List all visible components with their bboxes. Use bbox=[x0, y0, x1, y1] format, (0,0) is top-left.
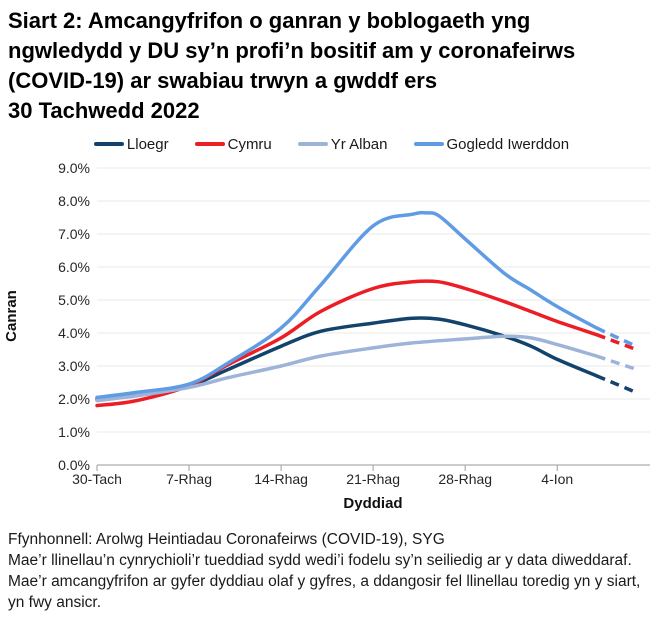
gridlines bbox=[97, 167, 650, 433]
legend-swatch-lloegr bbox=[93, 142, 124, 146]
chart-title-line-4: 30 Tachwedd 2022 bbox=[8, 98, 200, 123]
legend-swatch-yr-alban bbox=[297, 142, 328, 146]
legend-label-lloegr: Lloegr bbox=[126, 135, 169, 153]
x-tick-label-28-rhag: 28-Rhag bbox=[438, 471, 492, 487]
y-tick-label-1: 1.0% bbox=[58, 424, 90, 440]
axes bbox=[96, 464, 650, 471]
x-tick-label-14-rhag: 14-Rhag bbox=[254, 471, 308, 487]
series-line-gogledd-iwerddon bbox=[95, 210, 599, 400]
chart-title-line-1: Siart 2: Amcangyfrifon o ganran y boblog… bbox=[8, 8, 531, 33]
y-tick-label-8: 8.0% bbox=[58, 193, 90, 209]
y-tick-label-5: 5.0% bbox=[58, 292, 90, 308]
legend-item-gogledd-iwerddon: Gogledd Iwerddon bbox=[413, 135, 570, 153]
legend-label-cymru: Cymru bbox=[227, 135, 272, 153]
legend-swatch-gogledd-iwerddon bbox=[413, 142, 444, 146]
footer-notes: Ffynhonnell: Arolwg Heintiadau Coronafei… bbox=[0, 529, 663, 613]
legend-swatch-cymru bbox=[194, 142, 225, 146]
x-tick-label-30-tach: 30-Tach bbox=[72, 471, 122, 487]
modelled-trend-note: Mae’r llinellau’n cynrychioli’r tueddiad… bbox=[8, 552, 632, 569]
series-line-dashed-gogledd-iwerddon bbox=[595, 326, 637, 348]
legend-label-gogledd-iwerddon: Gogledd Iwerddon bbox=[446, 135, 570, 153]
y-tick-label-2: 2.0% bbox=[58, 391, 90, 407]
dashed-lines-note: Mae’r amcangyfrifon ar gyfer dyddiau ola… bbox=[8, 573, 641, 611]
axis-labels: 0.0% 1.0% 2.0% 3.0% 4.0% 5.0% 6.0% 7.0% 8.0% 9.0%… bbox=[58, 160, 573, 487]
y-tick-label-3: 3.0% bbox=[58, 358, 90, 374]
legend-label-yr-alban: Yr Alban bbox=[330, 135, 388, 153]
y-tick-label-9: 9.0% bbox=[58, 160, 90, 176]
series-line-dashed-cymru bbox=[596, 333, 637, 352]
y-axis-title: Canran bbox=[3, 290, 20, 342]
legend-item-yr-alban: Yr Alban bbox=[297, 135, 388, 153]
legend: Lloegr Cymru Yr Alban Gogledd Iwerddon bbox=[0, 132, 663, 156]
y-tick-label-4: 4.0% bbox=[58, 325, 90, 341]
series-line-dashed-lloegr bbox=[596, 374, 637, 395]
y-tick-label-6: 6.0% bbox=[58, 259, 90, 275]
legend-item-lloegr: Lloegr bbox=[93, 135, 169, 153]
series-lines bbox=[95, 210, 637, 408]
series-line-dashed-yr-alban bbox=[596, 354, 637, 371]
x-tick-label-4-ion: 4-Ion bbox=[541, 471, 573, 487]
line-chart: 0.0% 1.0% 2.0% 3.0% 4.0% 5.0% 6.0% 7.0% 8.0% 9.0%… bbox=[3, 160, 650, 512]
y-tick-label-0: 0.0% bbox=[58, 457, 90, 473]
x-axis-title: Dyddiad bbox=[343, 495, 402, 512]
chart-title-line-3: (COVID-19) ar swabiau trwyn a gwddf ers bbox=[8, 68, 438, 93]
series-line-yr-alban bbox=[95, 334, 599, 403]
chart-title-line-2: ngwledydd y DU sy’n profi’n bositif am y… bbox=[8, 38, 576, 63]
x-tick-label-7-rhag: 7-Rhag bbox=[166, 471, 212, 487]
source-note: Ffynhonnell: Arolwg Heintiadau Coronafei… bbox=[8, 531, 445, 548]
legend-item-cymru: Cymru bbox=[194, 135, 272, 153]
y-tick-label-7: 7.0% bbox=[58, 226, 90, 242]
x-tick-label-21-rhag: 21-Rhag bbox=[346, 471, 400, 487]
chart-title: Siart 2: Amcangyfrifon o ganran y boblog… bbox=[0, 0, 663, 126]
